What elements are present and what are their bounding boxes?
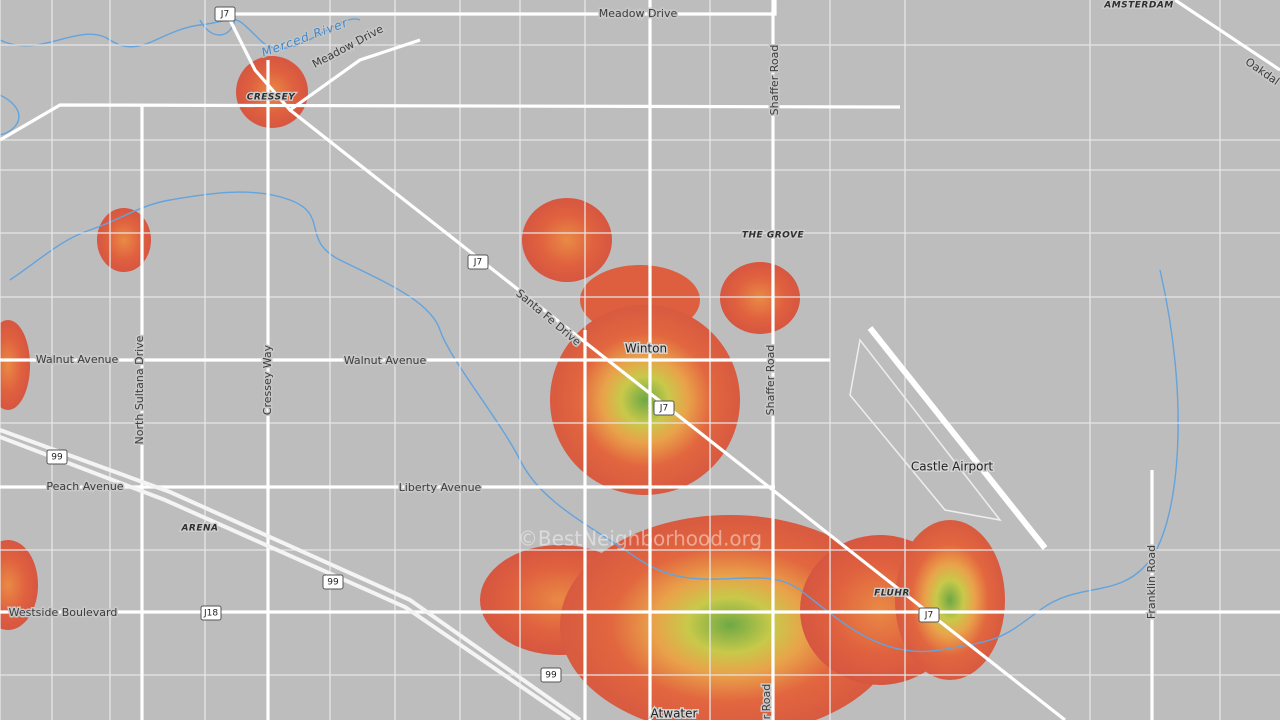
road-label: Liberty Avenue <box>399 481 482 494</box>
river <box>0 94 20 136</box>
place-label: FLUHR <box>874 589 910 599</box>
route-shield: J7 <box>467 254 489 270</box>
major-road <box>228 19 421 113</box>
shield-text: J7 <box>924 611 933 621</box>
river <box>9 191 1179 653</box>
shield-box <box>322 574 344 590</box>
shield-box <box>918 607 940 623</box>
route-shield: 99 <box>540 667 562 683</box>
highway <box>0 435 572 720</box>
shield-box <box>540 667 562 683</box>
road-label: Cressey Way <box>261 344 274 415</box>
shield-box <box>653 400 675 416</box>
heat-area <box>895 520 1005 680</box>
runway <box>867 326 1048 550</box>
place-label: Castle Airport <box>911 460 994 474</box>
route-shield: J7 <box>918 607 940 623</box>
major-road <box>0 103 901 142</box>
heat-area <box>0 540 38 630</box>
shield-box <box>46 449 68 465</box>
shield-box <box>200 605 222 621</box>
route-shield: 99 <box>322 574 344 590</box>
road-label: Westside Boulevard <box>9 606 118 619</box>
shield-box <box>214 6 236 22</box>
airfield <box>849 338 1002 522</box>
place-label: CRESSEY <box>247 93 296 103</box>
shield-text: J7 <box>220 10 229 20</box>
heatmap <box>0 56 1005 720</box>
heat-area <box>0 320 30 410</box>
route-shield: J7 <box>653 400 675 416</box>
watermark: ©BestNeighborhood.org <box>518 527 762 551</box>
road-label: Walnut Avenue <box>36 353 119 366</box>
place-label: ARENA <box>180 524 218 534</box>
major-road <box>230 0 777 16</box>
road-label: er Road <box>760 684 773 720</box>
major-road <box>1174 0 1280 72</box>
road-label: Walnut Avenue <box>344 354 427 367</box>
route-shield: J7 <box>214 6 236 22</box>
road-label: Shaffer Road <box>768 45 781 116</box>
place-label: AMSTERDAM <box>1103 1 1174 11</box>
highway <box>0 428 582 720</box>
shield-box <box>467 254 489 270</box>
road-label: Peach Avenue <box>46 480 123 493</box>
road-label: Shaffer Road <box>764 345 777 416</box>
shield-text: 99 <box>327 578 339 588</box>
shield-text: J18 <box>203 609 218 619</box>
heat-area <box>522 198 612 282</box>
place-label: Atwater <box>651 707 698 720</box>
place-label: THE GROVE <box>742 231 805 241</box>
route-shield: 99 <box>46 449 68 465</box>
road-label: North Sultana Drive <box>133 335 146 444</box>
road-label: Franklin Road <box>1145 545 1158 619</box>
shield-text: 99 <box>545 671 557 681</box>
labels: AMSTERDAM CRESSEY THE GROVE Winton ARENA Cast… <box>7 0 1280 720</box>
route-shield: J18 <box>200 605 222 621</box>
heat-area <box>560 515 900 720</box>
shield-text: 99 <box>51 453 63 463</box>
shield-text: J7 <box>473 258 482 268</box>
shield-text: J7 <box>659 404 668 414</box>
road-label: Santa Fe Drive <box>513 287 583 349</box>
heat-area <box>720 262 800 334</box>
place-label: Winton <box>625 342 667 356</box>
road-label: Oakdal <box>1243 55 1280 88</box>
road-label: Meadow Drive <box>599 7 678 20</box>
